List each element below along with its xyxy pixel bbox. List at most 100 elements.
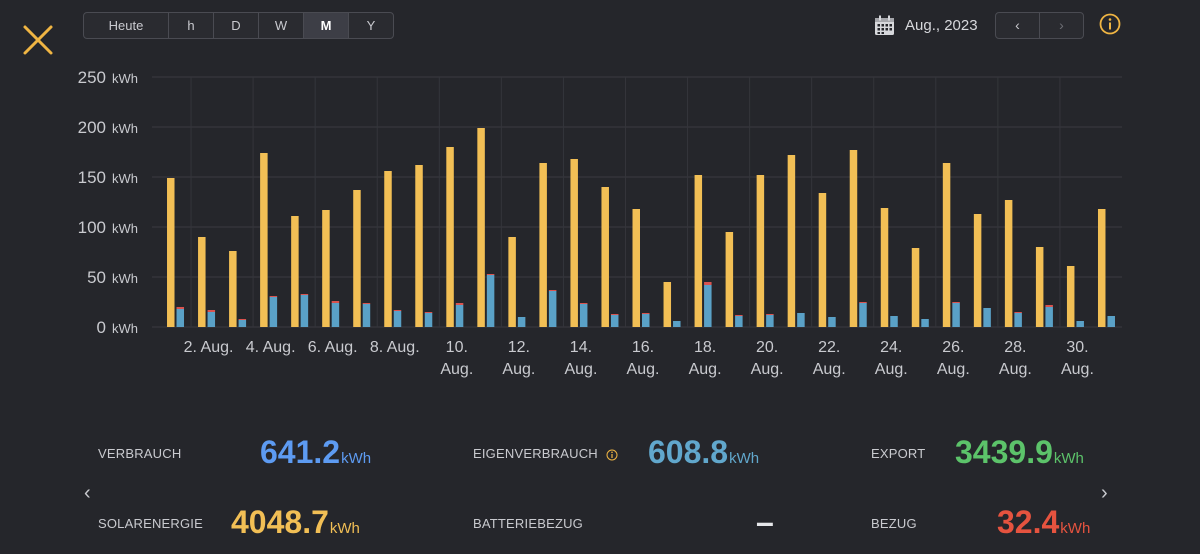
verbrauch-value: 641.2kWh — [260, 434, 371, 471]
date-label: Aug., 2023 — [905, 17, 978, 34]
stats-prev-arrow[interactable]: ‹ — [84, 482, 91, 504]
export-label: EXPORT — [871, 446, 926, 461]
solar-bar — [446, 147, 454, 327]
range-tabs: Heute h D W M Y — [83, 12, 394, 39]
x-tick-label: 8. Aug. — [370, 339, 420, 356]
x-tick-label: 6. Aug. — [308, 339, 358, 356]
tab-year[interactable]: Y — [348, 12, 394, 39]
verbrauch-unit: kWh — [341, 450, 372, 467]
bezug-number: 32.4 — [997, 504, 1060, 540]
tab-month[interactable]: M — [303, 12, 349, 39]
grid-import-bar — [424, 312, 433, 313]
solar-bar — [384, 171, 392, 327]
x-tick-label: 12. — [508, 339, 530, 356]
eigenverbrauch-label: EIGENVERBRAUCH — [473, 446, 618, 461]
solar-bar — [632, 209, 640, 327]
x-tick-label: Aug. — [689, 361, 722, 378]
grid-import-bar — [486, 274, 495, 275]
x-tick-label: Aug. — [1061, 361, 1094, 378]
self-consumption-bar — [828, 317, 836, 327]
grid-import-bar — [704, 282, 712, 285]
solar-bar — [415, 165, 423, 327]
self-consumption-bar — [610, 315, 619, 327]
y-tick-unit: kWh — [112, 171, 138, 186]
y-tick-label: 100 — [78, 218, 106, 237]
x-tick-label: 30. — [1066, 339, 1088, 356]
close-button[interactable] — [22, 24, 54, 56]
solar-bar — [322, 210, 330, 327]
tab-day[interactable]: D — [213, 12, 259, 39]
self-consumption-bar — [238, 320, 247, 327]
calendar-icon — [875, 15, 894, 35]
info-button[interactable] — [1099, 13, 1121, 35]
self-consumption-bar — [424, 313, 433, 327]
y-tick-unit: kWh — [112, 271, 138, 286]
stats-next-arrow[interactable]: › — [1101, 482, 1108, 504]
x-tick-label: Aug. — [627, 361, 660, 378]
y-tick-label: 50 — [87, 268, 106, 287]
date-picker[interactable]: Aug., 2023 — [874, 15, 978, 36]
self-consumption-bar — [859, 303, 867, 327]
grid-import-bar — [548, 290, 557, 291]
batteriebezug-label: BATTERIEBEZUG — [473, 516, 583, 531]
export-unit: kWh — [1053, 450, 1084, 467]
x-tick-label: 28. — [1004, 339, 1026, 356]
self-consumption-bar — [1045, 307, 1053, 327]
info-icon — [1099, 13, 1121, 35]
grid-import-bar — [766, 314, 774, 315]
info-icon[interactable] — [606, 449, 618, 461]
solar-bar — [973, 214, 982, 327]
x-tick-label: Aug. — [813, 361, 846, 378]
y-axis: 0 kWh 50 kWh 100 kWh 150 kWh 200 kWh 250 kWh — [78, 68, 138, 337]
solarenergie-label: SOLARENERGIE — [98, 516, 203, 531]
grid-import-bar — [455, 303, 464, 305]
self-consumption-bar — [890, 316, 898, 327]
grid-import-bar — [393, 310, 402, 311]
solar-bar — [353, 190, 361, 327]
self-consumption-bar — [486, 275, 495, 327]
bar-series — [167, 128, 1115, 327]
x-tick-label: Aug. — [502, 361, 535, 378]
export-value: 3439.9kWh — [955, 434, 1084, 471]
grid-import-bar — [1045, 305, 1053, 307]
verbrauch-number: 641.2 — [260, 434, 341, 470]
x-tick-label: 16. — [632, 339, 654, 356]
self-consumption-bar — [921, 319, 929, 327]
solar-bar — [601, 187, 609, 327]
y-tick-label: 0 — [97, 318, 106, 337]
bezug-unit: kWh — [1060, 520, 1091, 537]
x-tick-label: Aug. — [875, 361, 908, 378]
self-consumption-bar — [269, 297, 278, 327]
self-consumption-bar — [548, 291, 557, 327]
next-period-button[interactable]: › — [1039, 12, 1084, 39]
self-consumption-bar — [207, 312, 216, 327]
self-consumption-bar — [983, 308, 991, 327]
self-consumption-bar — [952, 303, 960, 327]
solar-bar — [756, 175, 765, 327]
solar-bar — [260, 153, 268, 327]
solar-bar — [880, 208, 889, 327]
tab-week[interactable]: W — [258, 12, 304, 39]
self-consumption-bar — [300, 295, 309, 327]
previous-period-button[interactable]: ‹ — [995, 12, 1040, 39]
solar-bar — [787, 155, 796, 327]
tab-heute[interactable]: Heute — [83, 12, 169, 39]
grid-import-bar — [610, 314, 619, 315]
solar-bar — [1066, 266, 1075, 327]
self-consumption-bar — [517, 317, 526, 327]
x-tick-label: 14. — [570, 339, 592, 356]
grid-import-bar — [238, 319, 247, 320]
solar-bar — [508, 237, 516, 327]
tab-hour[interactable]: h — [168, 12, 214, 39]
y-tick-label: 200 — [78, 118, 106, 137]
x-tick-label: 10. — [446, 339, 468, 356]
batteriebezug-value: – — [756, 504, 774, 540]
period-nav: ‹ › — [995, 12, 1084, 39]
grid-import-bar — [735, 315, 743, 316]
export-number: 3439.9 — [955, 434, 1053, 470]
x-tick-label: 4. Aug. — [246, 339, 296, 356]
grid-import-bar — [642, 313, 650, 314]
grid-import-bar — [1014, 312, 1022, 313]
grid-import-bar — [952, 302, 960, 303]
self-consumption-bar — [176, 309, 185, 327]
